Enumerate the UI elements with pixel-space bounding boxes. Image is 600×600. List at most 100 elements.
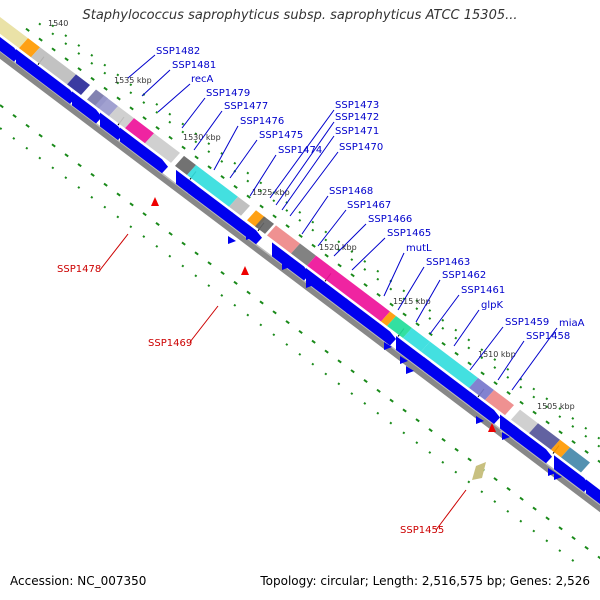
strand-arrow [142,144,168,174]
gc-dot [285,343,289,346]
gc-dot [532,387,536,391]
gc-dot [90,53,94,57]
rna-leader-line [435,489,467,531]
gc-dot [38,133,43,138]
gc-dot [142,101,146,104]
gene-label[interactable]: SSP1463 [426,257,470,268]
gc-dot [441,460,445,464]
gc-dot [350,258,354,262]
gene-label[interactable]: SSP1459 [505,317,549,328]
gene-block [469,377,494,400]
gene-label[interactable]: SSP1472 [335,112,379,123]
gene-label[interactable]: SSP1462 [442,270,486,281]
gc-dot [90,76,95,81]
strand-arrow [100,112,124,141]
gene-label[interactable]: SSP1473 [335,100,379,111]
gc-dot [337,263,342,268]
gene-label[interactable]: SSP1482 [156,46,200,57]
gene-label[interactable]: glpK [481,300,503,311]
gene-label[interactable]: SSP1466 [368,214,412,225]
gene-label[interactable]: SSP1468 [329,186,373,197]
gene-label[interactable]: SSP1471 [335,126,379,137]
gc-dot [363,379,368,384]
gene-block [529,423,560,450]
gene-label[interactable]: SSP1476 [240,116,284,127]
gc-dot [363,260,367,263]
gene-block [267,225,300,254]
gc-dot [77,186,81,189]
gc-dot [142,116,147,121]
gene-leader-line [453,309,480,347]
gc-dot [51,143,56,148]
gc-dot [571,440,576,445]
gc-dot [324,372,328,376]
gene-label[interactable]: SSP1481 [172,60,216,71]
rna-label[interactable]: SSP1455 [400,525,444,536]
gc-dot [103,71,107,75]
gc-dot [259,204,264,209]
gene-leader-line [275,121,335,206]
gene-label[interactable]: mutL [406,243,432,254]
gc-dot [194,140,198,144]
gene-label[interactable]: SSP1465 [387,228,431,239]
gc-dot [545,397,549,401]
gc-dot [441,318,445,322]
gc-dot [12,114,17,119]
gene-label[interactable]: SSP1461 [461,285,505,296]
gc-dot [532,395,536,399]
gc-dot [337,359,342,364]
gene-label[interactable]: SSP1479 [206,88,250,99]
gc-dot [64,57,69,62]
gc-dot [597,436,600,440]
strand-arrow [72,91,102,124]
gene-label[interactable]: SSP1467 [347,200,391,211]
gc-dot [233,184,238,189]
gc-dot [493,500,497,503]
kbp-label: 1530 kbp [183,133,221,142]
gene-label[interactable]: SSP1470 [339,142,383,153]
rna-leader-line [99,233,129,271]
gene-block [125,118,154,144]
gc-dot [129,106,134,111]
gene-leader-line [181,97,206,129]
gc-dot [480,348,484,352]
gc-dot [558,549,562,553]
gc-dot [558,526,563,531]
gene-label[interactable]: SSP1477 [224,101,268,112]
gc-dot [298,233,303,238]
gene-leader-line [141,69,171,97]
gc-dot [363,268,367,271]
gc-dot [233,280,238,285]
gc-dot [441,437,446,442]
gc-dot [25,123,30,128]
gene-label[interactable]: SSP1458 [526,331,570,342]
gc-dot [298,218,302,222]
gc-dot [324,238,328,242]
rna-label[interactable]: SSP1478 [57,264,101,275]
gc-dot [220,175,225,180]
gc-dot [220,294,224,297]
gene-leader-line [249,154,277,197]
gc-dot [155,244,159,248]
gene-leader-line [193,110,223,151]
gc-dot [506,367,510,371]
gc-dot [194,132,198,136]
kbp-label: 1505 kbp [537,402,575,411]
gc-dot [402,312,407,317]
gene-block [291,243,316,266]
gene-label[interactable]: miaA [559,318,585,329]
gene-label[interactable]: recA [191,74,214,85]
gc-dot [415,307,419,311]
gc-dot [402,431,406,435]
gc-dot [103,182,108,187]
rna-label[interactable]: SSP1469 [148,338,192,349]
gene-leader-line [127,54,156,79]
gc-dot [311,339,316,344]
gc-dot [129,225,133,229]
gene-leader-line [317,209,347,247]
gene-label[interactable]: SSP1474 [278,145,322,156]
gene-label[interactable]: SSP1475 [259,130,303,141]
gc-dot [194,251,199,256]
gc-dot [51,166,55,170]
